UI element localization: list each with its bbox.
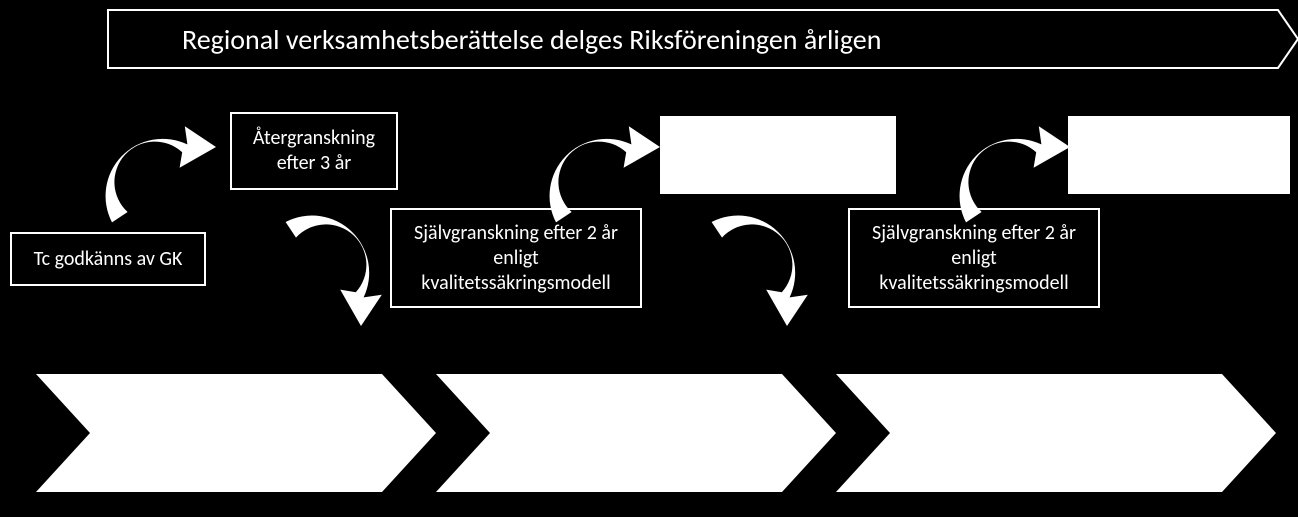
node-atergranskning-3ar: Återgranskning efter 3 år bbox=[230, 112, 398, 190]
diagram-canvas: Regional verksamhetsberättelse delges Ri… bbox=[0, 0, 1298, 517]
node-blank-2 bbox=[1068, 116, 1290, 194]
node-label: Återgranskning efter 3 år bbox=[238, 126, 390, 176]
curved-arrow-icon bbox=[86, 108, 216, 238]
node-tc-godkanns: Tc godkänns av GK bbox=[10, 232, 206, 286]
curved-arrow-icon bbox=[530, 108, 660, 238]
curved-arrow-icon bbox=[940, 108, 1070, 238]
timeline-chevron bbox=[836, 374, 1276, 492]
curved-arrow-icon bbox=[270, 196, 400, 326]
header-title: Regional verksamhetsberättelse delges Ri… bbox=[182, 22, 881, 57]
timeline-chevron bbox=[36, 374, 436, 492]
curved-arrow-icon bbox=[696, 196, 826, 326]
node-label: Tc godkänns av GK bbox=[34, 247, 183, 272]
timeline-chevron bbox=[436, 374, 836, 492]
node-blank-1 bbox=[660, 116, 896, 194]
